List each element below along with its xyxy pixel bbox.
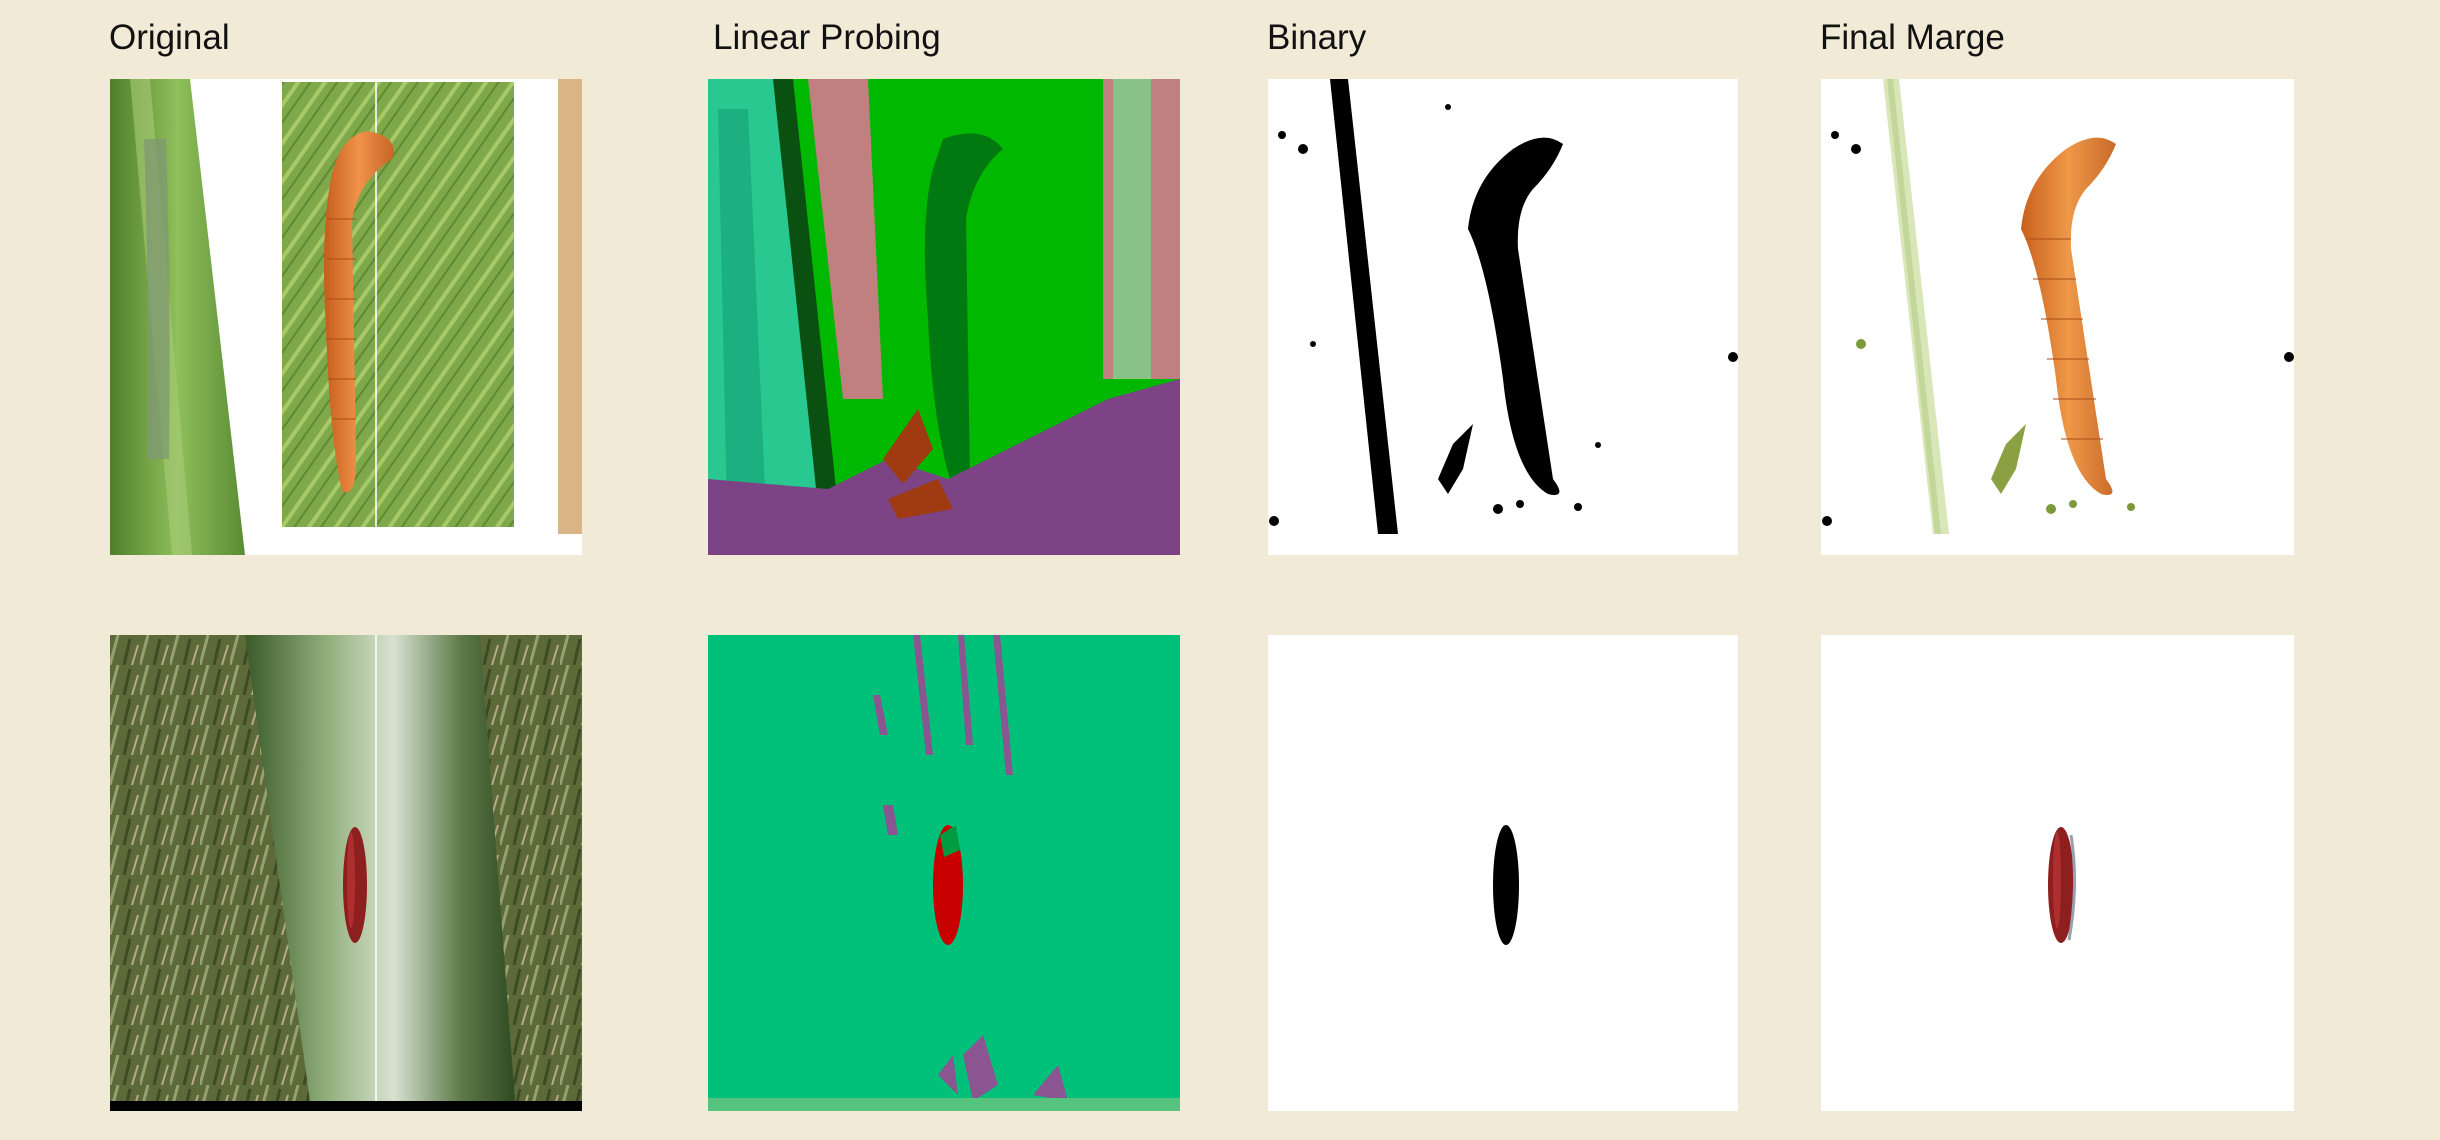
row2-linear-probing-segmentation [708, 635, 1180, 1111]
column-title-original: Original [109, 18, 230, 57]
row1-binary-mask [1268, 79, 1738, 555]
row1-linear-probing-segmentation [708, 79, 1180, 555]
row2-binary-mask [1268, 635, 1738, 1111]
column-title-final-marge: Final Marge [1820, 18, 2005, 57]
row2-final-merge-image [1821, 635, 2294, 1111]
column-title-linear-probing: Linear Probing [713, 18, 941, 57]
column-title-binary: Binary [1267, 18, 1367, 57]
row1-final-merge-image [1821, 79, 2294, 555]
row2-original-image [110, 635, 582, 1111]
row1-original-image [110, 79, 582, 555]
